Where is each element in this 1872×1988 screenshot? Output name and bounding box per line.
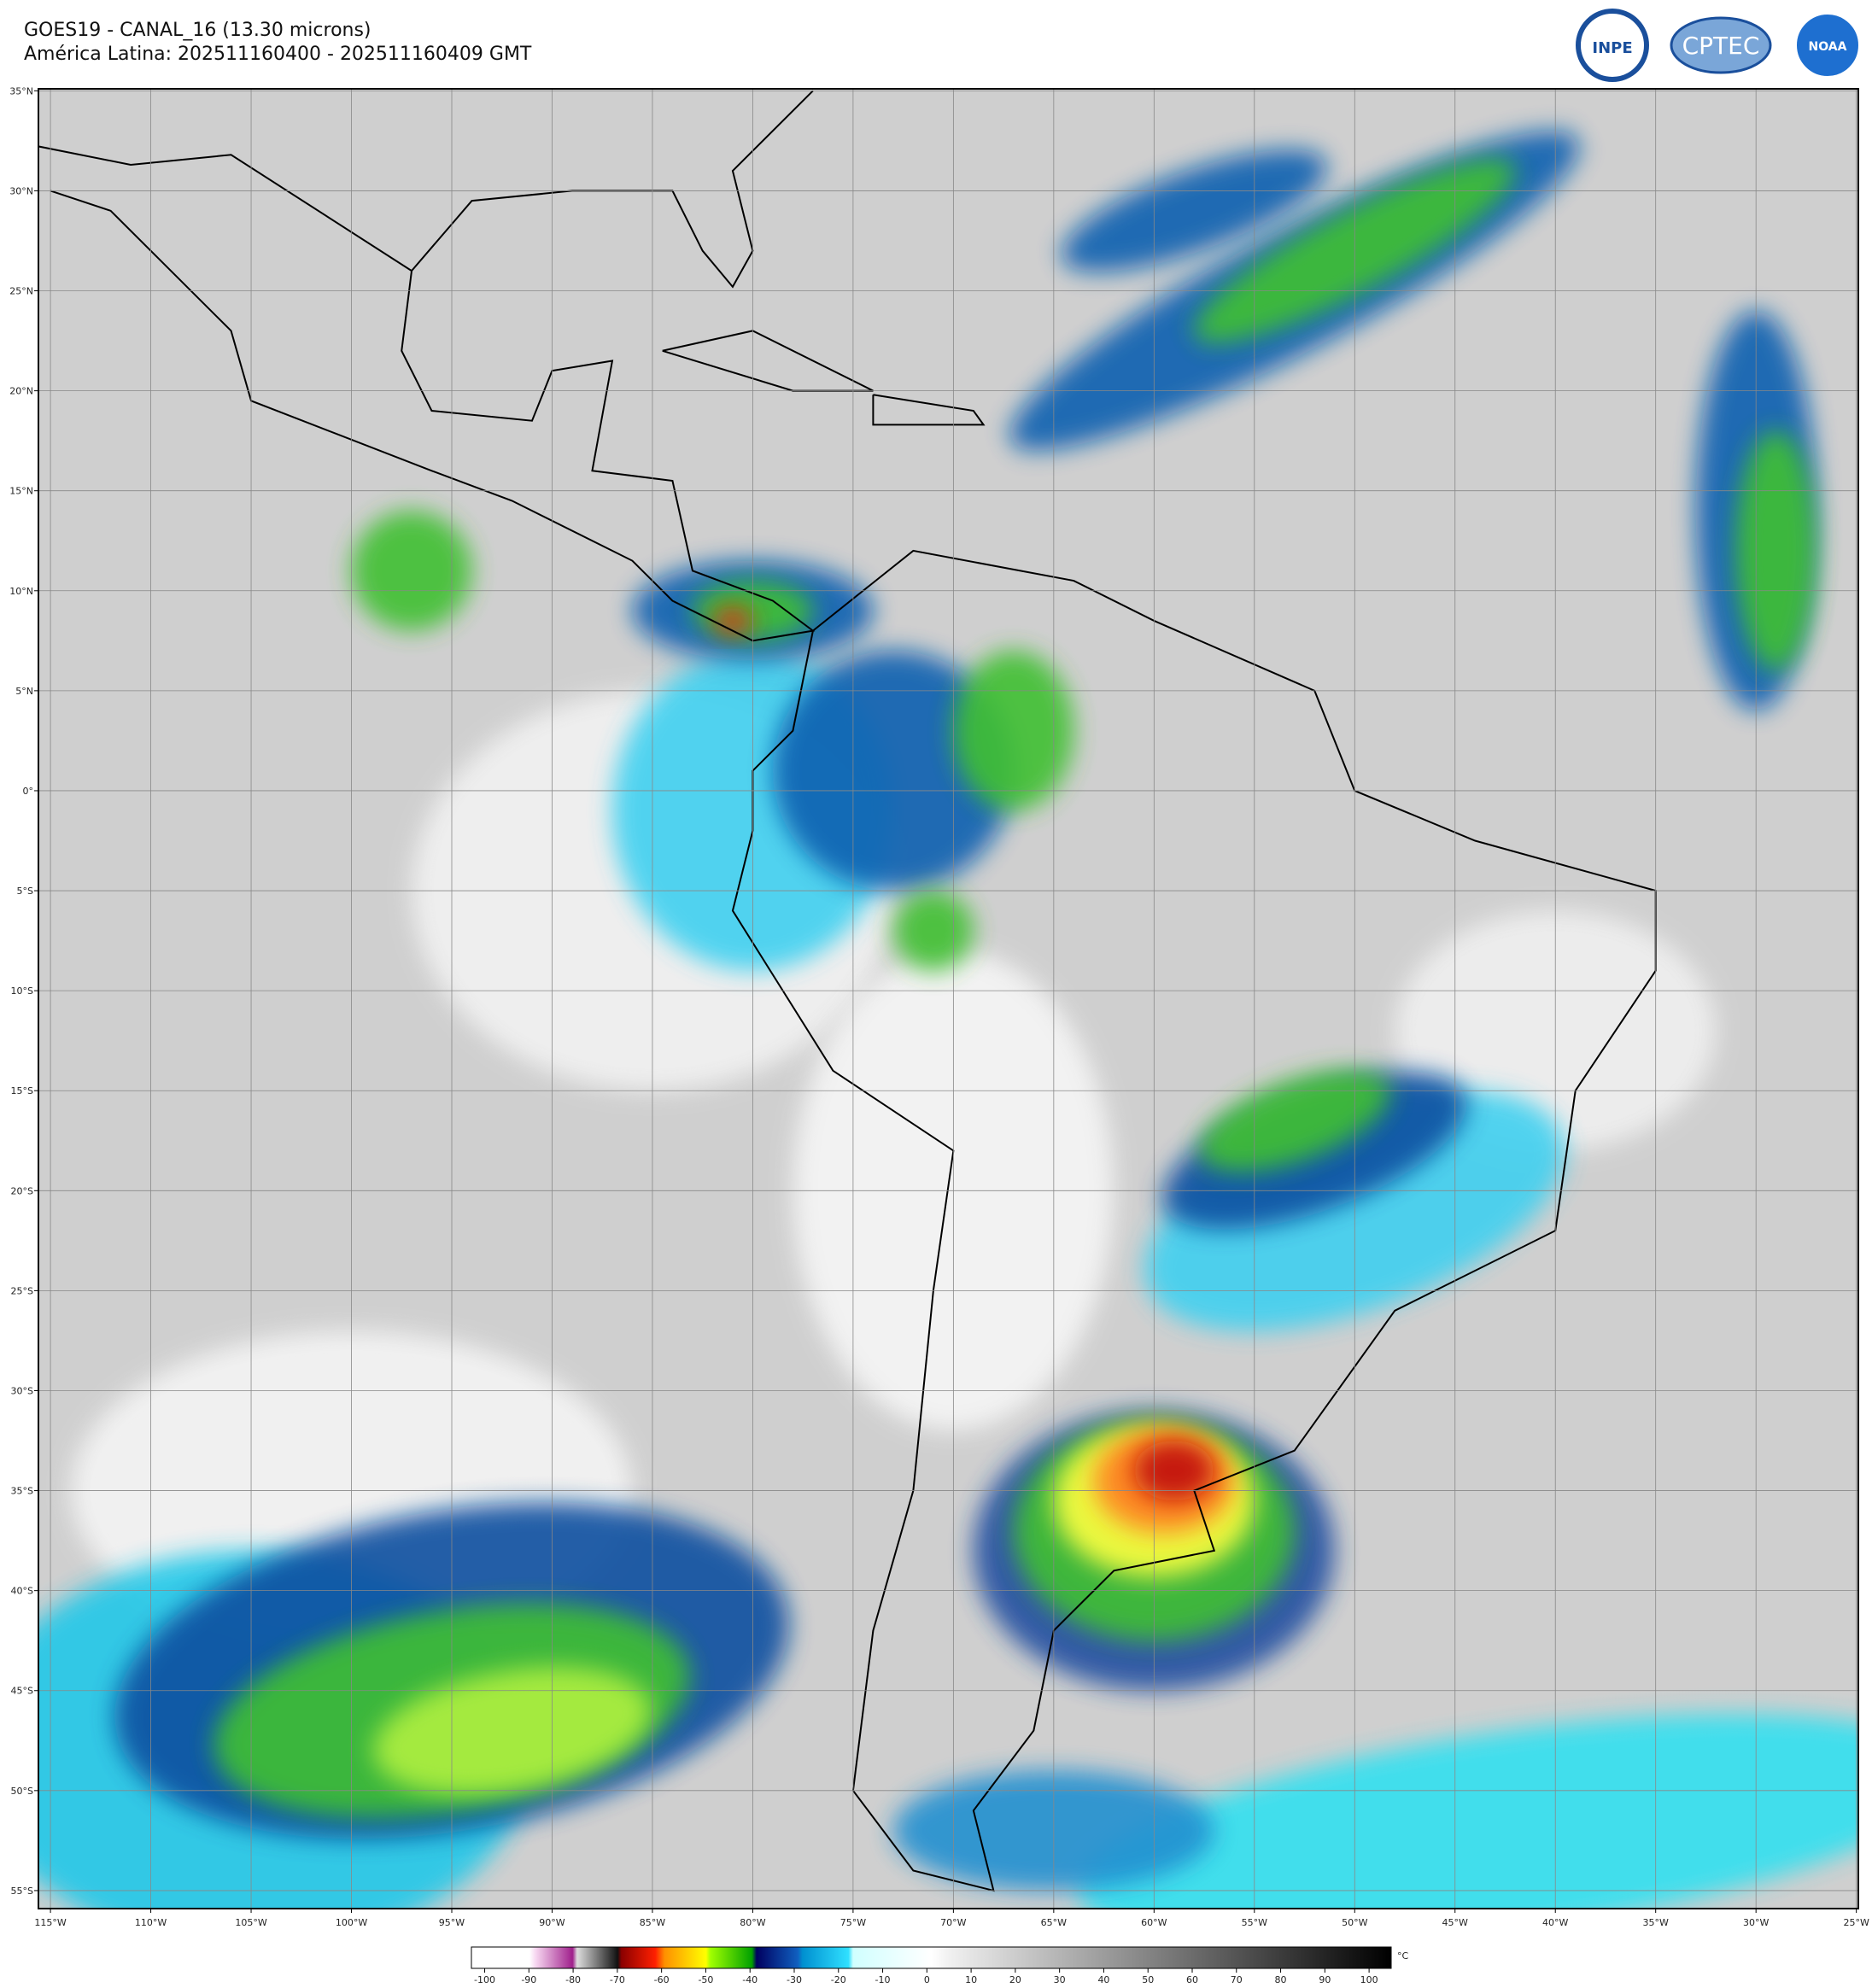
x-tick-label: 115°W	[34, 1917, 66, 1928]
y-tick-label: 10°S	[11, 985, 33, 997]
cloud	[1078, 1714, 1858, 1909]
y-tick-label: 35°S	[11, 1486, 33, 1497]
colorbar-tick-label: 50	[1142, 1974, 1154, 1985]
cloud	[351, 511, 472, 631]
y-tick-label: 50°S	[11, 1786, 33, 1797]
colorbar-tick-label: 40	[1097, 1974, 1109, 1985]
x-tick-label: 50°W	[1342, 1917, 1367, 1928]
coastline	[872, 394, 986, 426]
colorbar-tick-label: 30	[1054, 1974, 1066, 1985]
y-tick-label: 5°N	[15, 686, 33, 697]
x-tick-label: 85°W	[640, 1917, 665, 1928]
satellite-map	[38, 89, 1858, 1909]
cloud	[953, 651, 1074, 811]
subtitle: América Latina: 202511160400 - 202511160…	[24, 44, 532, 65]
colorbar-tick-label: -80	[565, 1974, 581, 1985]
x-tick-label: 25°W	[1843, 1917, 1869, 1928]
y-tick-label: 15°N	[9, 486, 33, 497]
x-tick-label: 100°W	[336, 1917, 367, 1928]
colorbar-tick-label: -50	[698, 1974, 713, 1985]
colorbar-unit: °C	[1397, 1950, 1409, 1962]
colorbar-tick-label: -60	[654, 1974, 670, 1985]
coastline	[411, 90, 814, 289]
colorbar-tick-label: 100	[1360, 1974, 1378, 1985]
cloud	[712, 606, 753, 635]
colorbar-tick-label: -40	[742, 1974, 758, 1985]
coastline	[38, 145, 816, 642]
colorbar-tick-label: -90	[521, 1974, 536, 1985]
colorbar-tick-label: -30	[787, 1974, 802, 1985]
x-tick-label: 55°W	[1242, 1917, 1267, 1928]
logos: INPE CPTEC NOAA	[1576, 9, 1862, 82]
x-tick-label: 65°W	[1041, 1917, 1067, 1928]
x-tick-label: 45°W	[1442, 1917, 1468, 1928]
y-tick-label: 15°S	[11, 1085, 33, 1096]
y-tick-label: 25°S	[11, 1285, 33, 1296]
map-frame	[38, 88, 1859, 1909]
y-tick-label: 30°N	[9, 185, 33, 196]
noaa-logo	[1793, 11, 1862, 79]
y-tick-label: 25°N	[9, 286, 33, 297]
x-tick-label: 105°W	[235, 1917, 266, 1928]
noaa-text: NOAA	[1809, 40, 1847, 54]
cloud	[373, 1666, 651, 1795]
y-tick-label: 55°S	[11, 1886, 33, 1897]
y-tick-label: 10°N	[9, 586, 33, 597]
colorbar-tick-label: 60	[1186, 1974, 1198, 1985]
cloud	[1735, 430, 1816, 671]
x-tick-label: 35°W	[1643, 1917, 1669, 1928]
colorbar-tick-label: -70	[610, 1974, 625, 1985]
cloud	[1133, 1441, 1214, 1501]
colorbar-tick-label: 0	[924, 1974, 930, 1985]
x-tick-label: 75°W	[840, 1917, 866, 1928]
cloud	[1199, 1069, 1390, 1172]
colorbar-tick-label: 10	[965, 1974, 977, 1985]
cloud	[1061, 149, 1327, 272]
y-tick-label: 40°S	[11, 1586, 33, 1597]
colorbar-tick-label: 90	[1319, 1974, 1331, 1985]
cptec-text: CPTEC	[1682, 32, 1760, 60]
title: GOES19 - CANAL_16 (13.30 microns)	[24, 20, 371, 41]
x-tick-label: 40°W	[1542, 1917, 1568, 1928]
x-tick-label: 60°W	[1141, 1917, 1167, 1928]
x-tick-label: 70°W	[940, 1917, 966, 1928]
y-tick-label: 0°	[23, 786, 34, 797]
colorbar-tick-label: 20	[1009, 1974, 1021, 1985]
y-tick-label: 45°S	[11, 1686, 33, 1697]
colorbar-tick-label: -100	[474, 1974, 495, 1985]
y-tick-label: 35°N	[9, 85, 33, 96]
x-tick-label: 95°W	[439, 1917, 465, 1928]
x-tick-label: 110°W	[135, 1917, 167, 1928]
x-tick-label: 90°W	[539, 1917, 565, 1928]
cptec-logo	[1670, 16, 1772, 74]
cloud	[892, 891, 974, 971]
x-tick-label: 30°W	[1743, 1917, 1769, 1928]
colorbar	[471, 1946, 1392, 1969]
y-tick-label: 5°S	[17, 886, 33, 897]
colorbar-tick-label: 80	[1275, 1974, 1287, 1985]
colorbar-tick-label: -20	[831, 1974, 846, 1985]
inpe-text: INPE	[1592, 39, 1632, 57]
inpe-logo	[1576, 9, 1649, 82]
y-tick-label: 20°S	[11, 1185, 33, 1196]
y-tick-label: 30°S	[11, 1385, 33, 1396]
y-tick-label: 20°N	[9, 386, 33, 397]
colorbar-tick-label: 70	[1231, 1974, 1243, 1985]
x-tick-label: 80°W	[740, 1917, 765, 1928]
colorbar-tick-label: -10	[875, 1974, 891, 1985]
